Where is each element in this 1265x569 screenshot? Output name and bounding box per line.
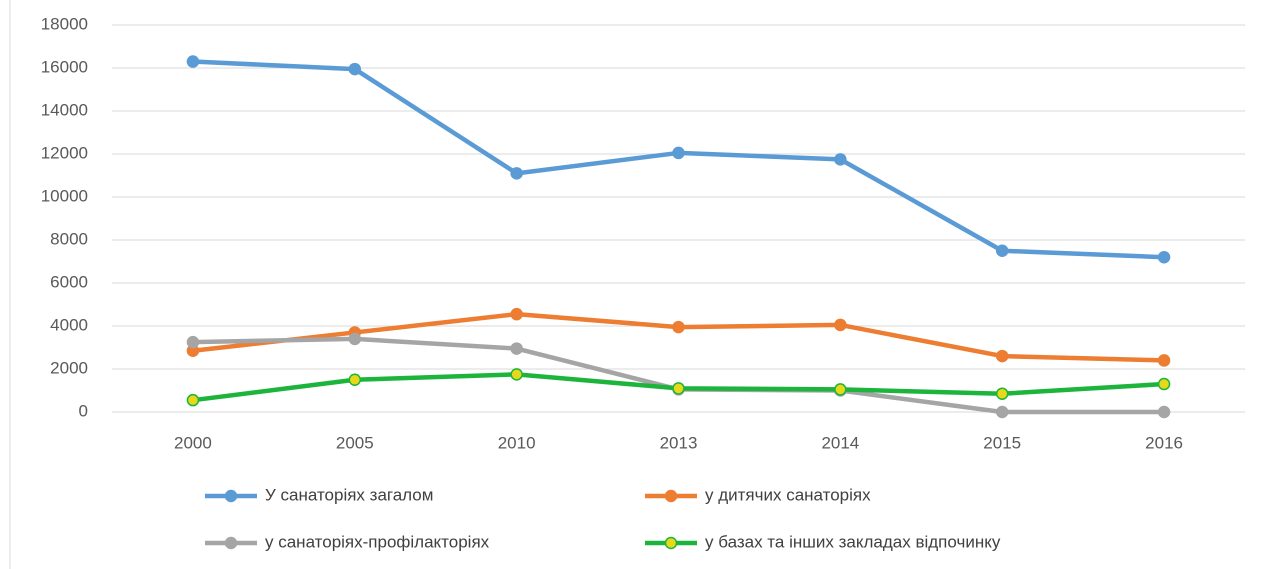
legend-marker (664, 489, 678, 503)
series-line (192, 336, 1165, 415)
legend-marker (224, 536, 238, 550)
legend: У санаторіях загалом у дитячих санаторіях… (205, 485, 1001, 551)
point (672, 146, 685, 160)
point (995, 387, 1009, 400)
point (186, 335, 200, 349)
point (834, 318, 847, 332)
point (995, 244, 1009, 257)
y-tick-label: 0 (79, 401, 88, 420)
point (995, 405, 1009, 419)
point (510, 368, 523, 381)
y-tick-label: 2000 (50, 358, 88, 377)
point (1157, 377, 1171, 391)
legend-label: у базах та інших закладах відпочинку (705, 532, 1001, 551)
y-tick-label: 6000 (50, 272, 88, 291)
legend-label: у санаторіях-профілакторіях (265, 532, 490, 551)
point (348, 62, 362, 76)
point (672, 382, 685, 395)
point (348, 373, 362, 386)
x-tick-label: 2015 (983, 433, 1021, 452)
y-tick-label: 14000 (41, 100, 88, 119)
point (186, 55, 200, 68)
legend-label: у дитячих санаторіях (705, 485, 871, 504)
point (834, 153, 847, 166)
y-tick-label: 4000 (50, 315, 88, 334)
point (510, 342, 523, 355)
point (834, 383, 847, 396)
x-tick-label: 2010 (498, 433, 536, 452)
y-tick-label: 12000 (41, 143, 88, 162)
point (672, 320, 685, 334)
point (1157, 250, 1171, 264)
y-tick-label: 8000 (50, 229, 88, 248)
y-tick-label: 18000 (41, 14, 88, 33)
legend-marker (664, 536, 678, 550)
y-tick-label: 16000 (41, 57, 88, 76)
x-tick-label: 2013 (660, 433, 698, 452)
point (510, 167, 523, 180)
point (510, 307, 523, 321)
point (1157, 354, 1171, 367)
x-tick-label: 2016 (1145, 433, 1183, 452)
point (1157, 405, 1171, 419)
legend-marker (224, 489, 238, 503)
y-tick-label: 10000 (41, 186, 88, 205)
point (995, 349, 1009, 363)
legend-label: У санаторіях загалом (265, 485, 433, 504)
series-line (192, 59, 1165, 260)
x-tick-label: 2000 (174, 433, 212, 452)
x-tick-label: 2005 (336, 433, 374, 452)
x-tick-label: 2014 (821, 433, 859, 452)
point (348, 332, 362, 346)
point (186, 393, 200, 407)
